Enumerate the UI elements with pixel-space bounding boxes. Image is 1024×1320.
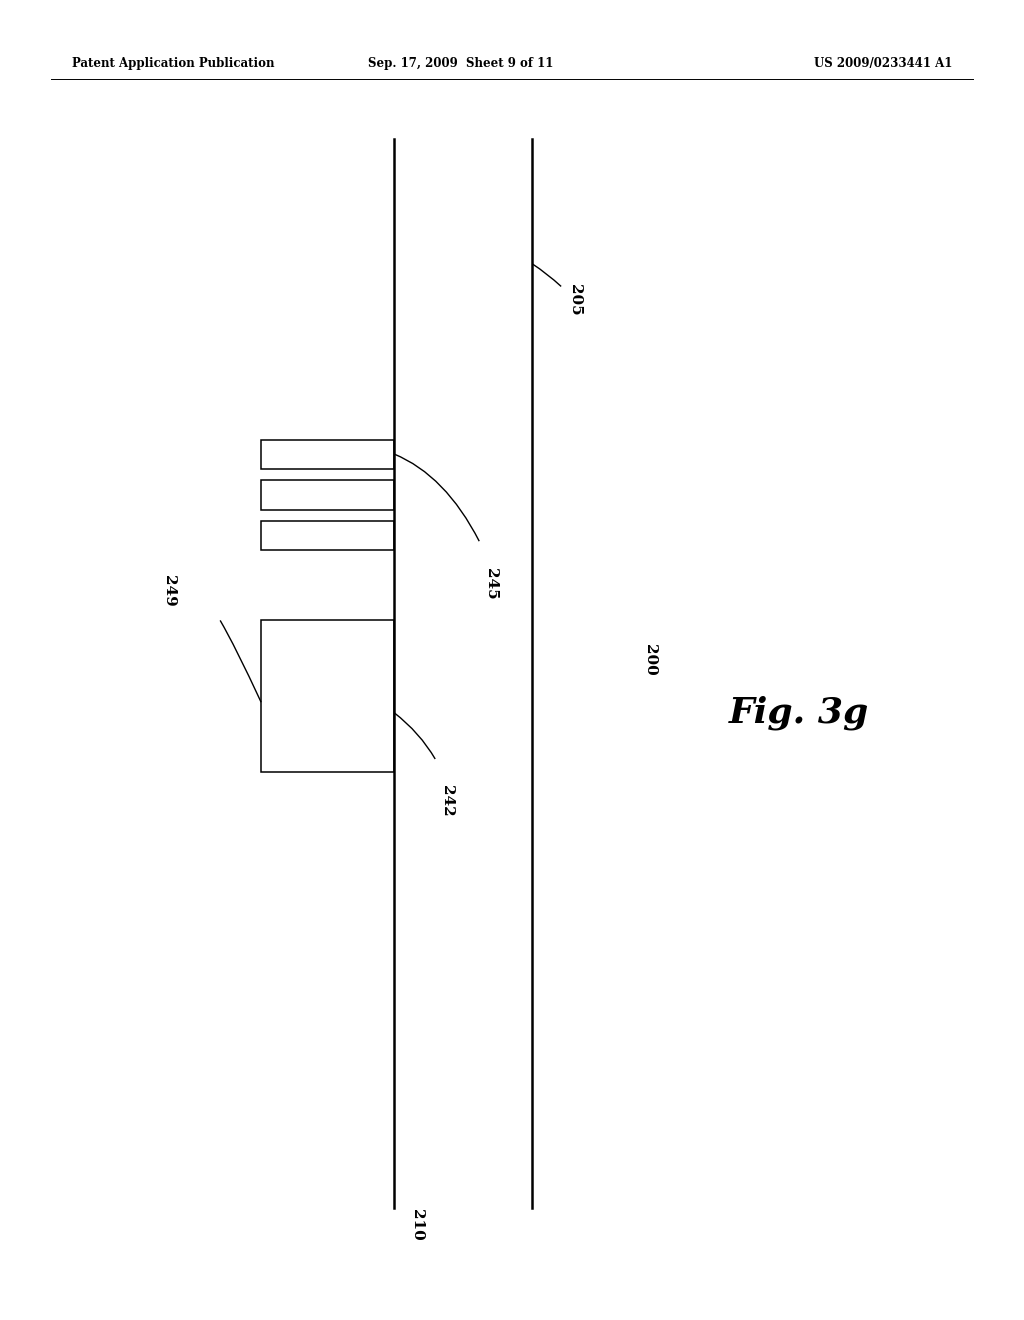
Bar bbox=[261, 480, 394, 510]
Text: Patent Application Publication: Patent Application Publication bbox=[72, 57, 274, 70]
Text: 245: 245 bbox=[484, 568, 499, 599]
Text: 242: 242 bbox=[440, 785, 455, 817]
Text: 249: 249 bbox=[162, 576, 176, 607]
Text: 210: 210 bbox=[410, 1209, 424, 1241]
Text: US 2009/0233441 A1: US 2009/0233441 A1 bbox=[814, 57, 952, 70]
Bar bbox=[261, 440, 394, 469]
Bar bbox=[261, 521, 394, 550]
Bar bbox=[261, 620, 394, 772]
Text: 205: 205 bbox=[568, 284, 583, 315]
Text: Fig. 3g: Fig. 3g bbox=[729, 696, 868, 730]
Text: Sep. 17, 2009  Sheet 9 of 11: Sep. 17, 2009 Sheet 9 of 11 bbox=[368, 57, 554, 70]
Text: 200: 200 bbox=[643, 644, 657, 676]
